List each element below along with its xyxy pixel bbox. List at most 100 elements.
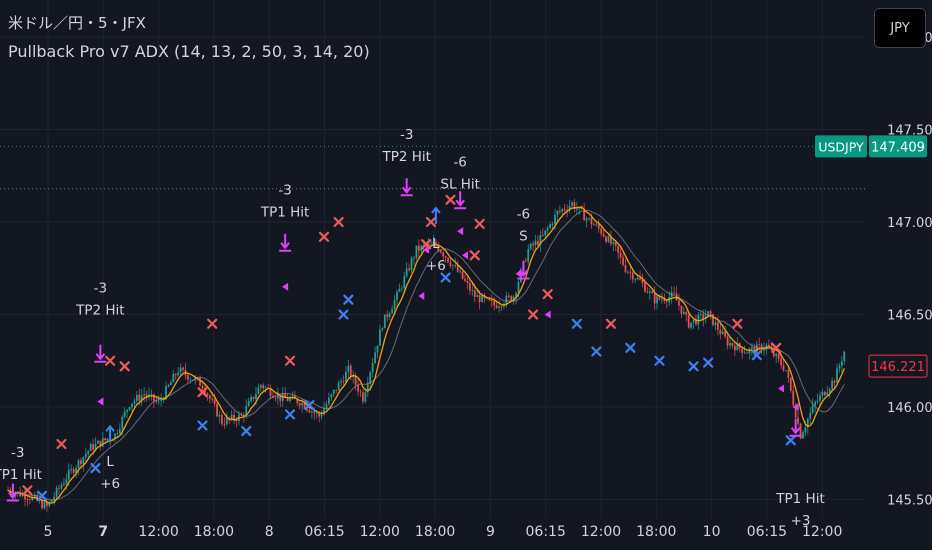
candle-body — [398, 288, 401, 292]
candle-body — [478, 295, 481, 303]
x-tick-label: 12:00 — [802, 524, 842, 540]
candle-body — [386, 314, 389, 318]
candle-body — [498, 306, 500, 308]
x-tick-label: 06:15 — [304, 524, 344, 540]
candle-body — [787, 370, 790, 378]
candle-body — [230, 414, 233, 419]
candle-body — [636, 277, 639, 280]
exit-x-marker — [445, 194, 456, 205]
candle-body — [345, 371, 347, 382]
short-signal-arrow — [454, 191, 467, 210]
exit-x-marker — [105, 355, 116, 366]
candle-body — [167, 385, 170, 387]
candle-body — [741, 348, 744, 353]
candle-body — [806, 418, 809, 428]
candle-body — [126, 409, 129, 412]
y-tick-label: 147.500 — [887, 124, 932, 139]
exit-x-marker — [605, 318, 616, 329]
y-tick-label: 146.500 — [887, 309, 932, 324]
candle-body — [357, 384, 359, 392]
candle-body — [532, 243, 535, 246]
candle-body — [179, 367, 182, 373]
candle-body — [116, 433, 119, 434]
candle-body — [750, 347, 753, 350]
candle-body — [481, 294, 483, 303]
candle-body — [656, 296, 658, 304]
long-exit-x-marker — [197, 420, 208, 431]
candle-body — [228, 417, 231, 419]
indicator-legend[interactable]: Pullback Pro v7 ADX (14, 13, 2, 50, 3, 1… — [8, 42, 370, 61]
currency-button[interactable]: JPY — [874, 8, 926, 48]
candle-body — [177, 372, 180, 376]
candle-body — [454, 265, 457, 266]
candle-body — [145, 394, 148, 397]
candle-body — [182, 367, 184, 370]
candle-body — [310, 411, 313, 413]
candle-body — [459, 271, 462, 273]
candle-body — [55, 487, 58, 497]
candle-body — [607, 236, 610, 242]
candle-body — [417, 245, 420, 251]
signal-annotation: -3 — [400, 127, 413, 143]
candle-body — [308, 410, 311, 413]
exit-x-marker — [284, 355, 296, 366]
signal-annotation: TP1 Hit — [260, 204, 309, 220]
candle-body — [580, 206, 583, 209]
candle-body — [583, 208, 586, 221]
candle-body — [48, 501, 51, 506]
candle-body — [155, 400, 158, 402]
candle-body — [602, 233, 605, 237]
exit-x-marker — [474, 218, 485, 229]
candle-body — [748, 349, 751, 354]
candle-body — [772, 349, 775, 357]
candle-body — [131, 403, 133, 408]
candle-body — [661, 299, 663, 300]
current-price-box — [868, 354, 928, 378]
candle-body — [765, 344, 768, 349]
candle-body — [400, 287, 403, 289]
candle-body — [21, 493, 24, 497]
candle-body — [41, 500, 43, 509]
signal-annotation: -3 — [11, 445, 24, 461]
short-signal-arrow — [400, 178, 413, 197]
long-exit-x-marker — [241, 425, 252, 437]
candle-body — [320, 414, 323, 417]
candle-body — [379, 329, 381, 346]
candle-body — [843, 351, 846, 362]
candle-body — [434, 242, 437, 245]
candle-body — [43, 501, 46, 509]
candle-body — [245, 406, 248, 416]
candle-body — [291, 395, 294, 399]
candle-body — [327, 397, 330, 405]
candle-body — [250, 396, 253, 402]
candle-body — [617, 245, 620, 253]
candle-body — [549, 224, 552, 229]
long-exit-x-marker — [591, 346, 602, 357]
candle-body — [777, 354, 780, 359]
candle-body — [546, 228, 549, 231]
candle-body — [571, 202, 573, 206]
candle-body — [442, 252, 445, 257]
exit-x-marker — [528, 309, 539, 320]
candle-body — [75, 468, 77, 473]
x-tick-label: 18:00 — [415, 524, 455, 540]
candle-body — [673, 292, 676, 294]
candle-body — [211, 398, 214, 400]
candle-body — [539, 234, 542, 245]
candle-body — [763, 348, 765, 351]
candle-body — [354, 375, 357, 385]
candle-body — [753, 347, 756, 354]
candle-body — [208, 395, 211, 399]
candle-body — [369, 372, 372, 384]
long-exit-x-marker — [90, 462, 101, 474]
candle-body — [658, 296, 661, 300]
candle-body — [524, 260, 527, 262]
candle-body — [486, 297, 488, 299]
candle-body — [38, 500, 41, 502]
candle-body — [405, 268, 408, 277]
symbol-tag-label: USDJPY — [818, 139, 864, 154]
candle-body — [648, 291, 651, 293]
candle-body — [70, 469, 73, 471]
